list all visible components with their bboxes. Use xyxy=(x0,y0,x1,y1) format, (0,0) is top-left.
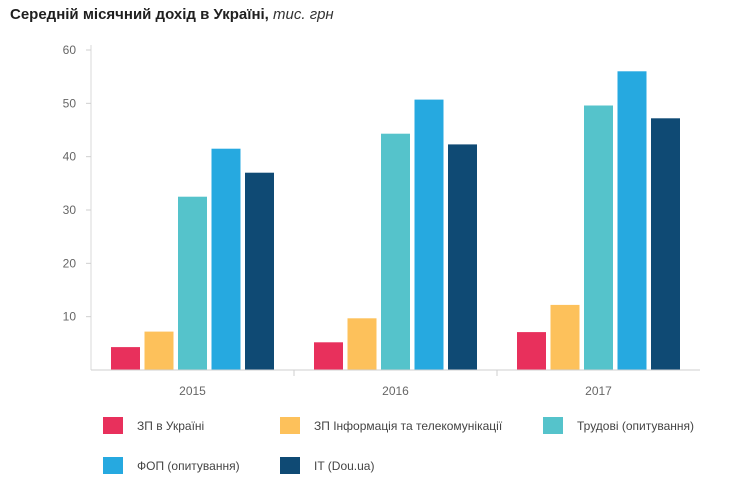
chart-title-main: Середній місячний дохід в Україні, xyxy=(10,6,269,23)
y-tick-label: 60 xyxy=(63,43,77,57)
x-axis: 2015 2016 2017 xyxy=(91,369,700,398)
y-tick-label: 50 xyxy=(63,96,77,110)
y-tick-label: 10 xyxy=(63,310,77,324)
chart-title-unit: тис. грн xyxy=(273,6,334,23)
y-tick-label: 40 xyxy=(63,150,77,164)
bar xyxy=(111,347,140,370)
y-tick-label: 20 xyxy=(63,256,77,270)
bar xyxy=(651,118,680,370)
x-tick-label: 2016 xyxy=(382,384,409,398)
bar xyxy=(617,71,647,371)
x-tick-label: 2017 xyxy=(585,384,612,398)
bar xyxy=(448,144,477,370)
y-tick-label: 30 xyxy=(63,203,77,217)
bar xyxy=(144,331,174,370)
chart-title: Середній місячний дохід в Україні, тис. … xyxy=(10,6,334,23)
bar xyxy=(550,304,580,370)
bar xyxy=(314,342,343,370)
bars xyxy=(111,71,680,371)
bar xyxy=(347,318,377,370)
bar xyxy=(584,105,613,370)
bar xyxy=(178,196,207,370)
bar xyxy=(211,148,241,370)
y-axis: 10 20 30 40 50 60 xyxy=(63,43,92,370)
bar xyxy=(381,133,410,370)
bar xyxy=(414,99,444,370)
bar xyxy=(517,332,546,370)
bar xyxy=(245,172,274,370)
x-tick-label: 2015 xyxy=(179,384,206,398)
